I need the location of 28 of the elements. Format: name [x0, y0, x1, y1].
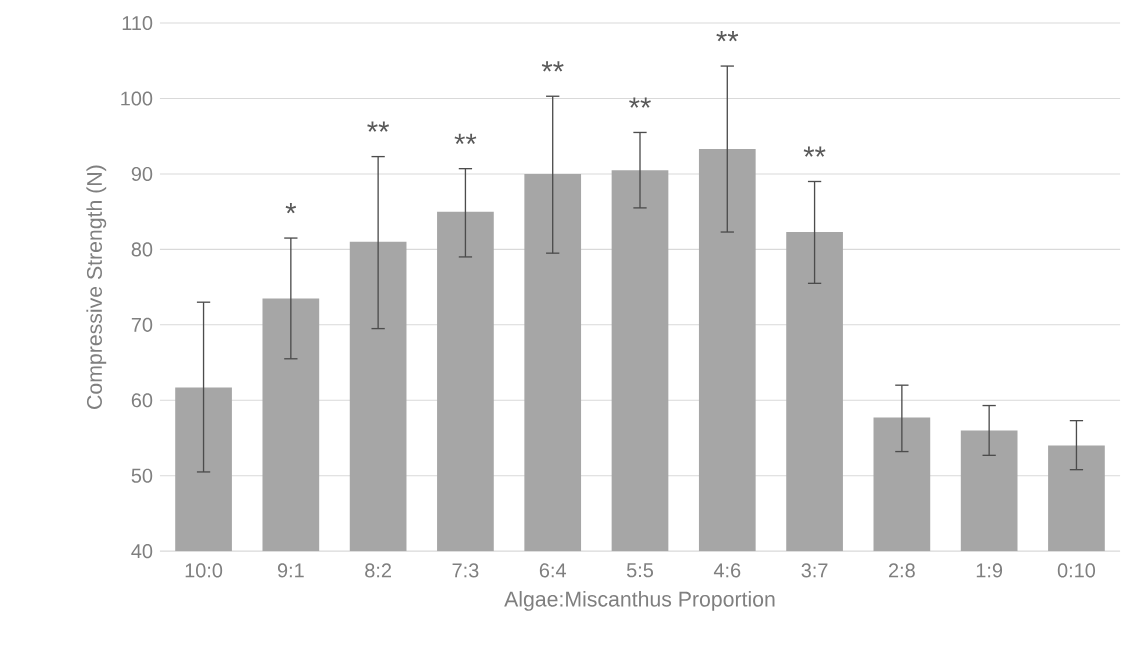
x-tick-label: 7:3 [452, 563, 479, 578]
y-tick-label: 60 [131, 393, 153, 408]
x-tick-label: 5:5 [626, 563, 654, 578]
y-tick-label: 100 [121, 91, 153, 106]
x-tick-label: 6:4 [539, 563, 566, 578]
y-tick-label: 50 [131, 468, 153, 483]
y-tick-label: 40 [131, 544, 153, 559]
y-tick-label: 90 [131, 166, 153, 181]
annotation: ** [454, 133, 477, 144]
annotation: ** [716, 31, 739, 42]
x-tick-label: 8:2 [365, 563, 391, 578]
x-tick-label: 10:0 [185, 563, 223, 578]
y-tick-label: 80 [131, 242, 153, 257]
x-tick-label: 1:9 [976, 563, 1003, 578]
x-tick-label: 2:8 [889, 563, 915, 578]
y-tick-label: 110 [122, 15, 153, 31]
annotation: ** [367, 121, 390, 132]
annotation: ** [803, 146, 826, 157]
annotation: ** [629, 97, 651, 108]
annotation: * [285, 203, 297, 214]
annotation: ** [541, 61, 564, 72]
x-axis-title: Algae:Miscanthus Proportion [504, 590, 775, 611]
y-tick-label: 70 [131, 317, 153, 332]
x-tick-label: 0:10 [1057, 563, 1096, 578]
x-tick-label: 4:6 [713, 563, 741, 578]
y-axis-title: Compressive Strength (N) [86, 165, 107, 409]
x-tick-label: 9:1 [277, 563, 304, 578]
x-tick-label: 3:7 [801, 563, 828, 578]
